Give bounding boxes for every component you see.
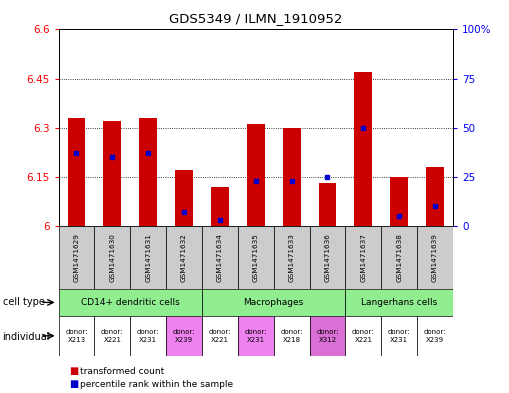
Text: individual: individual bbox=[3, 332, 50, 342]
Bar bbox=[238, 226, 274, 289]
Text: Langerhans cells: Langerhans cells bbox=[361, 298, 437, 307]
Bar bbox=[390, 177, 408, 226]
Text: transformed count: transformed count bbox=[80, 367, 164, 376]
Bar bbox=[309, 226, 346, 289]
Bar bbox=[166, 316, 202, 356]
Text: Macrophages: Macrophages bbox=[244, 298, 304, 307]
Text: percentile rank within the sample: percentile rank within the sample bbox=[80, 380, 233, 389]
Text: GSM1471636: GSM1471636 bbox=[325, 233, 330, 282]
Text: donor:
X231: donor: X231 bbox=[244, 329, 267, 343]
Bar bbox=[417, 316, 453, 356]
Bar bbox=[282, 128, 301, 226]
Text: donor:
X231: donor: X231 bbox=[388, 329, 410, 343]
Bar bbox=[417, 226, 453, 289]
Text: cell type: cell type bbox=[3, 297, 44, 307]
Bar bbox=[68, 118, 86, 226]
Text: GSM1471635: GSM1471635 bbox=[253, 233, 259, 282]
Text: GSM1471634: GSM1471634 bbox=[217, 233, 223, 282]
Bar bbox=[130, 316, 166, 356]
Text: GSM1471633: GSM1471633 bbox=[289, 233, 295, 282]
Bar bbox=[130, 226, 166, 289]
Bar bbox=[166, 226, 202, 289]
Bar bbox=[211, 187, 229, 226]
Text: GSM1471629: GSM1471629 bbox=[73, 233, 79, 282]
Bar bbox=[139, 118, 157, 226]
Bar bbox=[202, 316, 238, 356]
Text: donor:
X213: donor: X213 bbox=[65, 329, 88, 343]
Text: donor:
X239: donor: X239 bbox=[424, 329, 446, 343]
Text: donor:
X231: donor: X231 bbox=[137, 329, 159, 343]
Text: donor:
X312: donor: X312 bbox=[316, 329, 339, 343]
Bar bbox=[426, 167, 444, 226]
Bar bbox=[346, 289, 453, 316]
Text: GSM1471630: GSM1471630 bbox=[109, 233, 116, 282]
Bar bbox=[175, 170, 193, 226]
Text: GSM1471637: GSM1471637 bbox=[360, 233, 366, 282]
Text: CD14+ dendritic cells: CD14+ dendritic cells bbox=[81, 298, 180, 307]
Text: GSM1471638: GSM1471638 bbox=[396, 233, 402, 282]
Title: GDS5349 / ILMN_1910952: GDS5349 / ILMN_1910952 bbox=[169, 13, 343, 26]
Text: GSM1471631: GSM1471631 bbox=[145, 233, 151, 282]
Bar bbox=[274, 316, 309, 356]
Bar bbox=[202, 289, 346, 316]
Bar bbox=[346, 226, 381, 289]
Text: ■: ■ bbox=[69, 366, 78, 376]
Bar bbox=[381, 316, 417, 356]
Bar bbox=[94, 316, 130, 356]
Bar bbox=[59, 226, 94, 289]
Bar bbox=[94, 226, 130, 289]
Bar bbox=[247, 125, 265, 226]
Bar bbox=[381, 226, 417, 289]
Bar bbox=[346, 316, 381, 356]
Bar bbox=[319, 184, 336, 226]
Bar bbox=[59, 289, 202, 316]
Bar bbox=[59, 316, 94, 356]
Bar bbox=[202, 226, 238, 289]
Text: donor:
X221: donor: X221 bbox=[352, 329, 375, 343]
Text: ■: ■ bbox=[69, 379, 78, 389]
Text: donor:
X221: donor: X221 bbox=[101, 329, 124, 343]
Text: donor:
X218: donor: X218 bbox=[280, 329, 303, 343]
Text: GSM1471632: GSM1471632 bbox=[181, 233, 187, 282]
Text: GSM1471639: GSM1471639 bbox=[432, 233, 438, 282]
Bar bbox=[274, 226, 309, 289]
Text: donor:
X239: donor: X239 bbox=[173, 329, 195, 343]
Bar bbox=[103, 121, 121, 226]
Bar bbox=[238, 316, 274, 356]
Bar bbox=[354, 72, 372, 226]
Text: donor:
X221: donor: X221 bbox=[209, 329, 231, 343]
Bar bbox=[309, 316, 346, 356]
